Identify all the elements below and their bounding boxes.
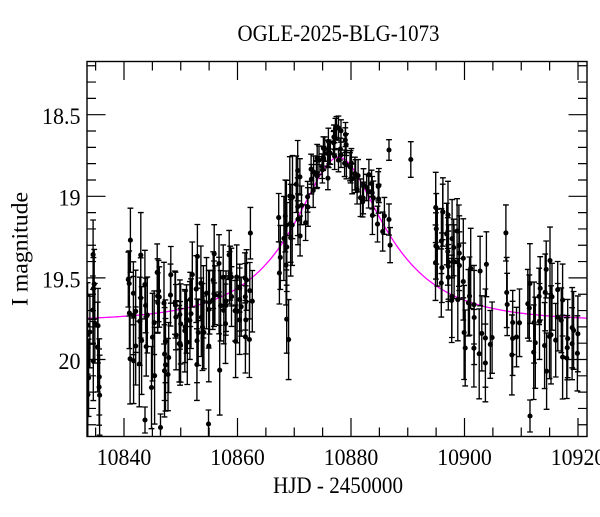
svg-text:10840: 10840 [97,445,152,470]
svg-text:10900: 10900 [437,445,492,470]
svg-text:19.5: 19.5 [42,267,81,292]
svg-text:19: 19 [59,186,81,211]
svg-text:18.5: 18.5 [42,104,81,129]
svg-text:10880: 10880 [324,445,379,470]
svg-text:20: 20 [59,349,81,374]
svg-text:OGLE-2025-BLG-1073: OGLE-2025-BLG-1073 [238,21,440,46]
svg-text:10920: 10920 [551,445,600,470]
svg-text:HJD - 2450000: HJD - 2450000 [273,473,403,498]
svg-text:I magnitude: I magnitude [8,192,33,306]
svg-text:10860: 10860 [210,445,265,470]
